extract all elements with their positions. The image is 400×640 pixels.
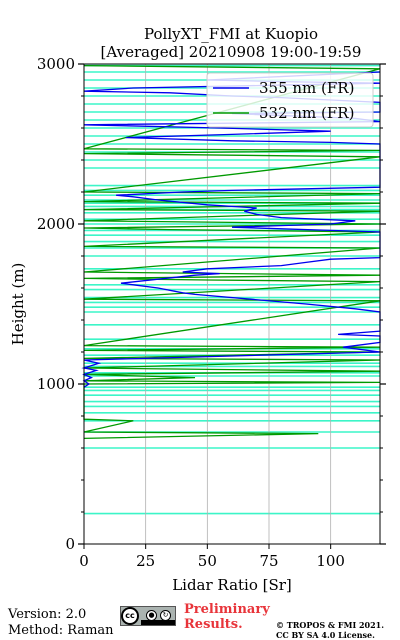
lidar-ratio-chart: PollyXT_FMI at Kuopio [Averaged] 2021090… <box>9 25 386 594</box>
cc-badge-strip <box>141 620 175 625</box>
x-axis-label: Lidar Ratio [Sr] <box>172 576 292 594</box>
y-tick-label: 0 <box>65 535 75 553</box>
copyright-line-2: CC BY SA 4.0 License. <box>276 630 375 640</box>
x-tick-label: 75 <box>259 552 278 570</box>
x-tick-label: 0 <box>79 552 89 570</box>
x-tick-label: 25 <box>136 552 155 570</box>
legend-label: 355 nm (FR) <box>259 79 354 97</box>
chart-title: PollyXT_FMI at Kuopio <box>144 25 318 43</box>
cc-license-badge: cc ● ↻ <box>120 606 176 626</box>
cc-icon: cc <box>121 607 139 625</box>
x-tick-label: 50 <box>198 552 217 570</box>
x-tick-label: 100 <box>316 552 345 570</box>
preliminary-notice: Preliminary Results. <box>184 602 270 632</box>
chart-subtitle: [Averaged] 20210908 19:00-19:59 <box>101 43 362 61</box>
y-axis-label: Height (m) <box>9 263 27 346</box>
y-tick-label: 1000 <box>37 375 75 393</box>
preliminary-line-1: Preliminary <box>184 602 270 617</box>
plot-frame <box>83 63 381 545</box>
preliminary-line-2: Results. <box>184 617 243 632</box>
legend-label: 532 nm (FR) <box>259 104 354 122</box>
copyright-line-1: © TROPOS & FMI 2021. <box>276 620 385 630</box>
method-text: Method: Raman <box>8 623 114 638</box>
y-tick-label: 2000 <box>37 215 75 233</box>
series-line <box>83 64 381 440</box>
y-tick-label: 3000 <box>37 55 75 73</box>
version-text: Version: 2.0 <box>8 607 87 622</box>
copyright-notice: © TROPOS & FMI 2021. CC BY SA 4.0 Licens… <box>276 620 384 640</box>
